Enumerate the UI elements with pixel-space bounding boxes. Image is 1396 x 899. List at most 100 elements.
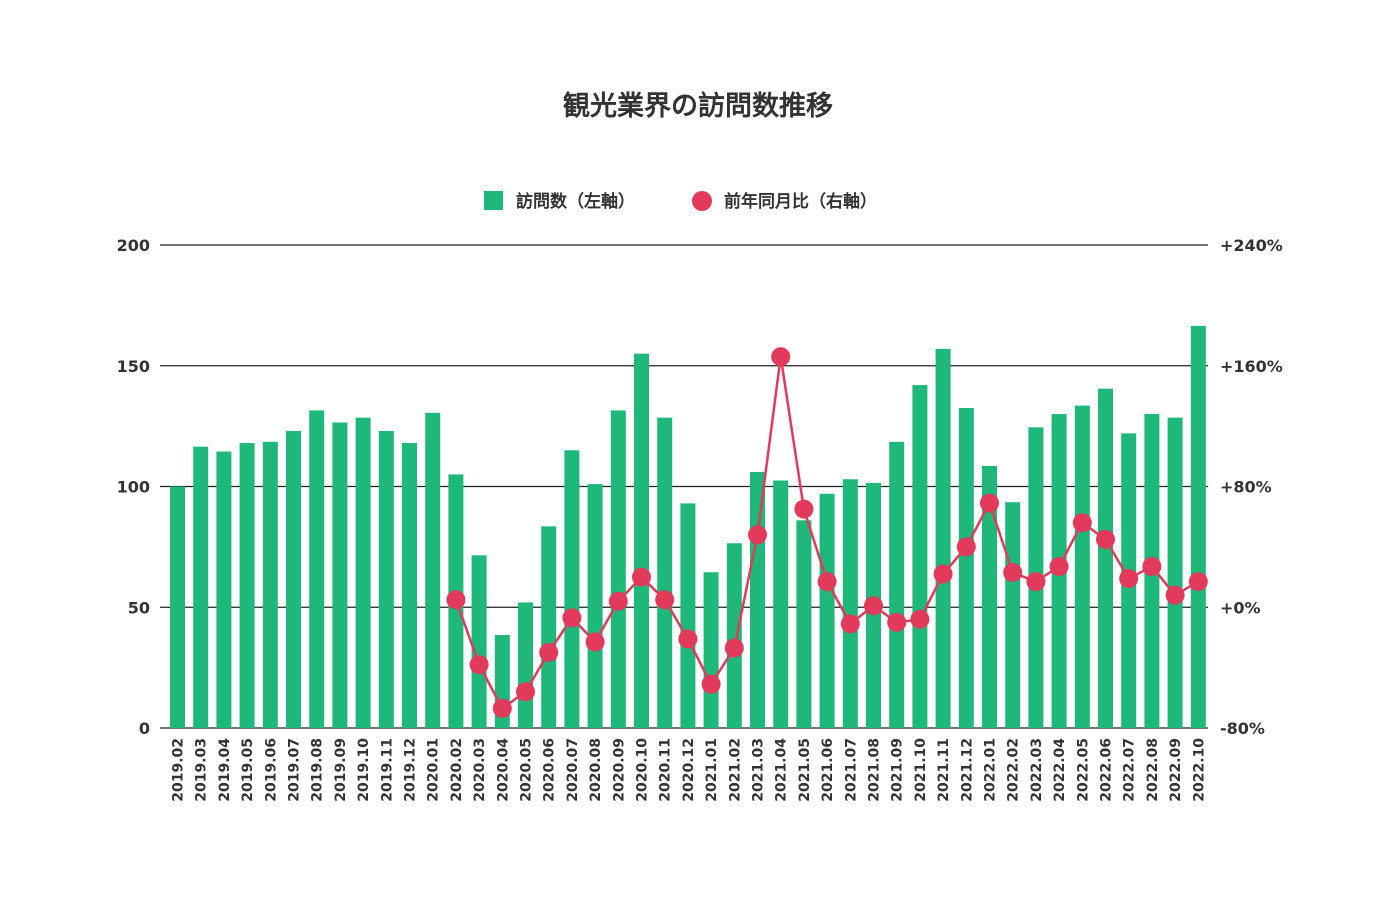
bar <box>564 450 580 728</box>
yoy-point <box>771 347 791 367</box>
bar <box>541 526 557 728</box>
bar <box>262 441 278 728</box>
yoy-point <box>492 698 512 718</box>
bar <box>1005 502 1021 728</box>
y-right-tick-label: +0% <box>1220 598 1261 617</box>
x-tick-label: 2021.04 <box>774 738 790 802</box>
legend-label-yoy: 前年同月比（右軸） <box>724 191 877 212</box>
yoy-point <box>1026 572 1046 592</box>
x-tick-label: 2020.10 <box>635 738 651 802</box>
yoy-point <box>1165 585 1185 605</box>
yoy-point <box>655 590 675 610</box>
bar <box>750 472 765 728</box>
x-tick-label: 2020.07 <box>565 738 581 802</box>
x-tick-label: 2019.04 <box>217 738 233 802</box>
yoy-point <box>1072 513 1092 533</box>
bar <box>1098 388 1113 728</box>
x-tick-label: 2019.10 <box>356 738 372 802</box>
yoy-point <box>840 614 860 634</box>
y-left-tick-label: 150 <box>117 357 150 376</box>
x-tick-label: 2021.03 <box>751 738 767 802</box>
x-tick-label: 2022.01 <box>983 738 999 802</box>
bar-series <box>170 325 1206 728</box>
x-tick-label: 2019.02 <box>171 738 187 802</box>
y-left-tick-label: 0 <box>139 719 150 738</box>
x-tick-label: 2021.08 <box>867 738 883 802</box>
x-tick-label: 2019.08 <box>310 738 326 802</box>
x-tick-label: 2020.11 <box>658 738 674 802</box>
yoy-point <box>724 638 744 658</box>
yoy-point <box>701 674 721 694</box>
y-right-tick-label: +160% <box>1220 357 1283 376</box>
bar <box>634 353 649 728</box>
yoy-point <box>980 493 999 513</box>
bar <box>796 520 812 728</box>
x-tick-label: 2021.05 <box>797 738 813 802</box>
legend-swatch-yoy <box>692 191 712 211</box>
x-tick-label: 2020.06 <box>542 738 558 802</box>
yoy-point <box>748 525 767 545</box>
x-tick-label: 2019.07 <box>287 738 303 802</box>
x-tick-label: 2020.05 <box>519 738 535 802</box>
y-axis-right: -80% +0% +80% +160% +240% <box>1220 236 1283 738</box>
yoy-point <box>1049 556 1069 576</box>
yoy-point <box>446 590 466 610</box>
x-tick-label: 2019.11 <box>379 738 395 802</box>
bar <box>889 441 905 728</box>
yoy-point <box>585 632 605 652</box>
x-tick-label: 2020.02 <box>449 738 465 802</box>
bar <box>286 430 301 728</box>
x-axis: 2019.02 2019.03 2019.04 2019.05 2019.06 2019.… <box>171 738 1208 802</box>
bar <box>332 422 348 728</box>
legend-label-visits: 訪問数（左軸） <box>516 191 635 212</box>
yoy-point <box>562 608 582 628</box>
x-tick-label: 2021.06 <box>820 738 836 802</box>
y-right-tick-label: +80% <box>1220 478 1272 497</box>
bar <box>1190 325 1206 728</box>
x-tick-label: 2021.10 <box>913 738 929 802</box>
legend: 訪問数（左軸） 前年同月比（右軸） <box>484 191 877 212</box>
bar <box>773 480 789 728</box>
bar <box>657 417 673 728</box>
yoy-point <box>632 567 651 587</box>
x-tick-label: 2022.02 <box>1006 738 1022 802</box>
bar <box>912 385 928 728</box>
x-tick-label: 2021.01 <box>704 738 720 802</box>
x-tick-label: 2020.12 <box>681 738 697 802</box>
x-tick-label: 2019.09 <box>333 738 349 802</box>
chart-title: 観光業界の訪問数推移 <box>563 90 833 122</box>
bar <box>471 555 487 728</box>
yoy-point <box>910 609 930 629</box>
x-tick-label: 2022.08 <box>1145 738 1161 802</box>
x-tick-label: 2022.03 <box>1029 738 1045 802</box>
x-tick-label: 2022.04 <box>1052 738 1068 802</box>
yoy-point <box>933 564 953 584</box>
bar <box>402 443 417 728</box>
yoy-point <box>539 643 559 663</box>
bar <box>1074 405 1090 728</box>
bar <box>842 479 858 728</box>
bar <box>935 348 951 728</box>
y-right-tick-label: -80% <box>1220 719 1265 738</box>
y-axis-left: 0 50 100 150 200 <box>117 236 150 738</box>
x-tick-label: 2022.09 <box>1168 738 1184 802</box>
yoy-point <box>1188 572 1208 592</box>
bar <box>819 493 835 728</box>
yoy-point <box>1003 563 1023 583</box>
bar <box>610 410 626 728</box>
yoy-point <box>956 537 976 557</box>
x-tick-label: 2021.02 <box>727 738 743 802</box>
bar <box>680 503 696 728</box>
bar <box>1167 417 1183 728</box>
x-tick-label: 2019.12 <box>403 738 419 802</box>
x-tick-label: 2019.03 <box>194 738 210 802</box>
bar <box>587 484 603 728</box>
x-tick-label: 2021.09 <box>890 738 906 802</box>
yoy-point <box>608 591 628 611</box>
bar <box>239 443 255 728</box>
x-tick-label: 2020.09 <box>611 738 627 802</box>
bar <box>703 572 719 728</box>
x-tick-label: 2021.11 <box>936 738 952 802</box>
x-tick-label: 2022.05 <box>1075 738 1091 802</box>
